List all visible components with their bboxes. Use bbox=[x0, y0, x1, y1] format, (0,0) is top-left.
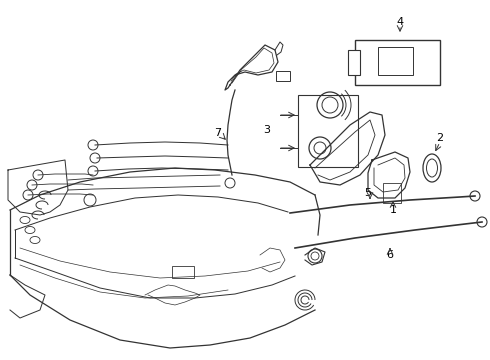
Circle shape bbox=[308, 249, 322, 263]
Ellipse shape bbox=[426, 159, 438, 177]
FancyBboxPatch shape bbox=[383, 183, 401, 203]
Text: 2: 2 bbox=[437, 133, 443, 143]
Circle shape bbox=[84, 194, 96, 206]
Circle shape bbox=[27, 180, 37, 190]
Text: 3: 3 bbox=[263, 125, 270, 135]
Circle shape bbox=[309, 137, 331, 159]
Circle shape bbox=[88, 140, 98, 150]
Circle shape bbox=[33, 170, 43, 180]
Circle shape bbox=[311, 252, 319, 260]
Text: 6: 6 bbox=[387, 250, 393, 260]
FancyBboxPatch shape bbox=[172, 266, 194, 278]
FancyBboxPatch shape bbox=[378, 47, 413, 75]
Circle shape bbox=[88, 166, 98, 176]
Circle shape bbox=[317, 92, 343, 118]
FancyBboxPatch shape bbox=[348, 50, 360, 75]
Circle shape bbox=[470, 191, 480, 201]
Ellipse shape bbox=[423, 154, 441, 182]
Text: 4: 4 bbox=[396, 17, 404, 27]
Circle shape bbox=[90, 153, 100, 163]
Circle shape bbox=[23, 190, 33, 200]
Circle shape bbox=[314, 142, 326, 154]
Text: 1: 1 bbox=[390, 205, 396, 215]
Circle shape bbox=[322, 97, 338, 113]
Text: 5: 5 bbox=[365, 188, 371, 198]
Circle shape bbox=[477, 217, 487, 227]
FancyBboxPatch shape bbox=[276, 71, 290, 81]
Text: 7: 7 bbox=[215, 128, 221, 138]
FancyBboxPatch shape bbox=[355, 40, 440, 85]
Circle shape bbox=[225, 178, 235, 188]
